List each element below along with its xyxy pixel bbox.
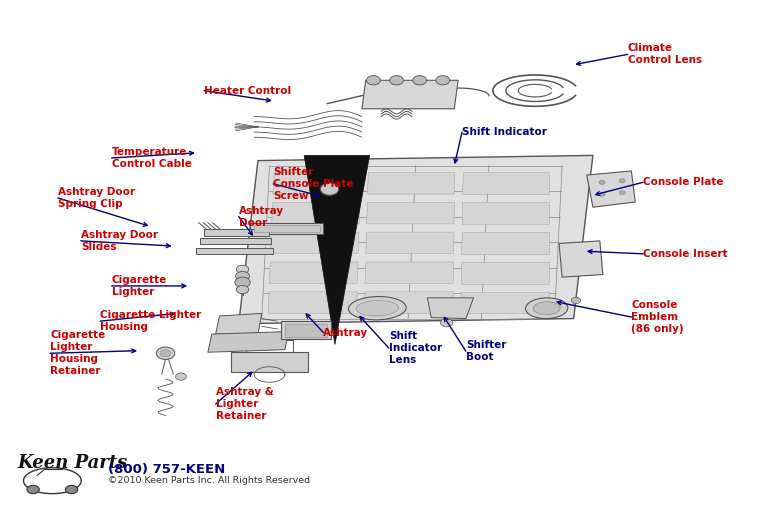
Text: Ashtray Door
Slides: Ashtray Door Slides bbox=[81, 230, 158, 252]
Bar bbox=[254, 225, 320, 232]
Text: Console
Emblem
(86 only): Console Emblem (86 only) bbox=[631, 300, 684, 334]
Polygon shape bbox=[367, 203, 454, 224]
Circle shape bbox=[65, 485, 78, 494]
Text: Cigarette Lighter
Housing: Cigarette Lighter Housing bbox=[100, 310, 201, 332]
Bar bbox=[285, 324, 327, 337]
Circle shape bbox=[236, 265, 249, 274]
Circle shape bbox=[236, 285, 249, 294]
Bar bbox=[200, 238, 271, 244]
Circle shape bbox=[390, 76, 403, 85]
Polygon shape bbox=[462, 203, 549, 224]
Polygon shape bbox=[304, 155, 370, 344]
Polygon shape bbox=[587, 171, 635, 207]
Text: Ashtray Door
Spring Clip: Ashtray Door Spring Clip bbox=[58, 187, 135, 209]
Polygon shape bbox=[559, 241, 603, 277]
Text: Ashtray
Door: Ashtray Door bbox=[239, 206, 284, 227]
Polygon shape bbox=[216, 313, 262, 334]
Circle shape bbox=[599, 180, 605, 184]
Text: Ashtray: Ashtray bbox=[323, 327, 369, 338]
Text: ©2010 Keen Parts Inc. All Rights Reserved: ©2010 Keen Parts Inc. All Rights Reserve… bbox=[108, 476, 310, 485]
Polygon shape bbox=[270, 232, 359, 254]
Text: Cigarette
Lighter: Cigarette Lighter bbox=[112, 275, 167, 297]
Text: Console Plate: Console Plate bbox=[643, 177, 724, 188]
Polygon shape bbox=[208, 332, 289, 352]
Circle shape bbox=[176, 373, 186, 380]
Circle shape bbox=[436, 76, 450, 85]
Circle shape bbox=[160, 350, 171, 357]
Text: Heater Control: Heater Control bbox=[204, 85, 291, 96]
Text: Climate
Control Lens: Climate Control Lens bbox=[628, 44, 701, 65]
Polygon shape bbox=[270, 262, 358, 283]
Circle shape bbox=[367, 76, 380, 85]
Circle shape bbox=[571, 297, 581, 304]
Polygon shape bbox=[460, 292, 549, 313]
Text: Keen Parts: Keen Parts bbox=[17, 454, 127, 471]
Text: Shifter
Console Plate
Screw: Shifter Console Plate Screw bbox=[273, 167, 354, 201]
Circle shape bbox=[236, 271, 249, 281]
Polygon shape bbox=[367, 172, 455, 194]
Text: Shift Indicator: Shift Indicator bbox=[462, 127, 547, 137]
Circle shape bbox=[619, 179, 625, 183]
Bar bbox=[281, 321, 331, 339]
Circle shape bbox=[413, 76, 427, 85]
Circle shape bbox=[156, 347, 175, 359]
Polygon shape bbox=[366, 232, 454, 254]
Text: (800) 757-KEEN: (800) 757-KEEN bbox=[108, 463, 225, 476]
Bar bbox=[250, 223, 323, 234]
Polygon shape bbox=[461, 232, 549, 254]
Ellipse shape bbox=[349, 296, 406, 320]
Circle shape bbox=[320, 183, 339, 195]
Text: Shifter
Boot: Shifter Boot bbox=[466, 340, 506, 362]
Circle shape bbox=[27, 485, 39, 494]
Polygon shape bbox=[462, 172, 549, 194]
Polygon shape bbox=[427, 298, 474, 319]
Polygon shape bbox=[365, 262, 454, 283]
Circle shape bbox=[619, 191, 625, 195]
Text: Console Insert: Console Insert bbox=[643, 249, 728, 259]
Polygon shape bbox=[362, 80, 458, 109]
Circle shape bbox=[599, 192, 605, 196]
Circle shape bbox=[235, 277, 250, 287]
Ellipse shape bbox=[526, 298, 567, 319]
Polygon shape bbox=[364, 292, 454, 313]
Polygon shape bbox=[272, 203, 360, 224]
Ellipse shape bbox=[534, 301, 560, 315]
Polygon shape bbox=[268, 292, 357, 313]
Text: Shift
Indicator
Lens: Shift Indicator Lens bbox=[389, 331, 442, 365]
Polygon shape bbox=[273, 172, 360, 194]
Bar bbox=[231, 352, 308, 372]
Bar bbox=[196, 248, 273, 254]
Text: Cigarette
Lighter
Housing
Retainer: Cigarette Lighter Housing Retainer bbox=[50, 330, 105, 376]
Bar bbox=[204, 229, 269, 236]
Text: Temperature
Control Cable: Temperature Control Cable bbox=[112, 147, 192, 169]
Text: Ashtray &
Lighter
Retainer: Ashtray & Lighter Retainer bbox=[216, 387, 273, 421]
Ellipse shape bbox=[357, 300, 398, 316]
Polygon shape bbox=[461, 262, 549, 283]
Circle shape bbox=[440, 319, 453, 327]
Polygon shape bbox=[239, 155, 593, 324]
